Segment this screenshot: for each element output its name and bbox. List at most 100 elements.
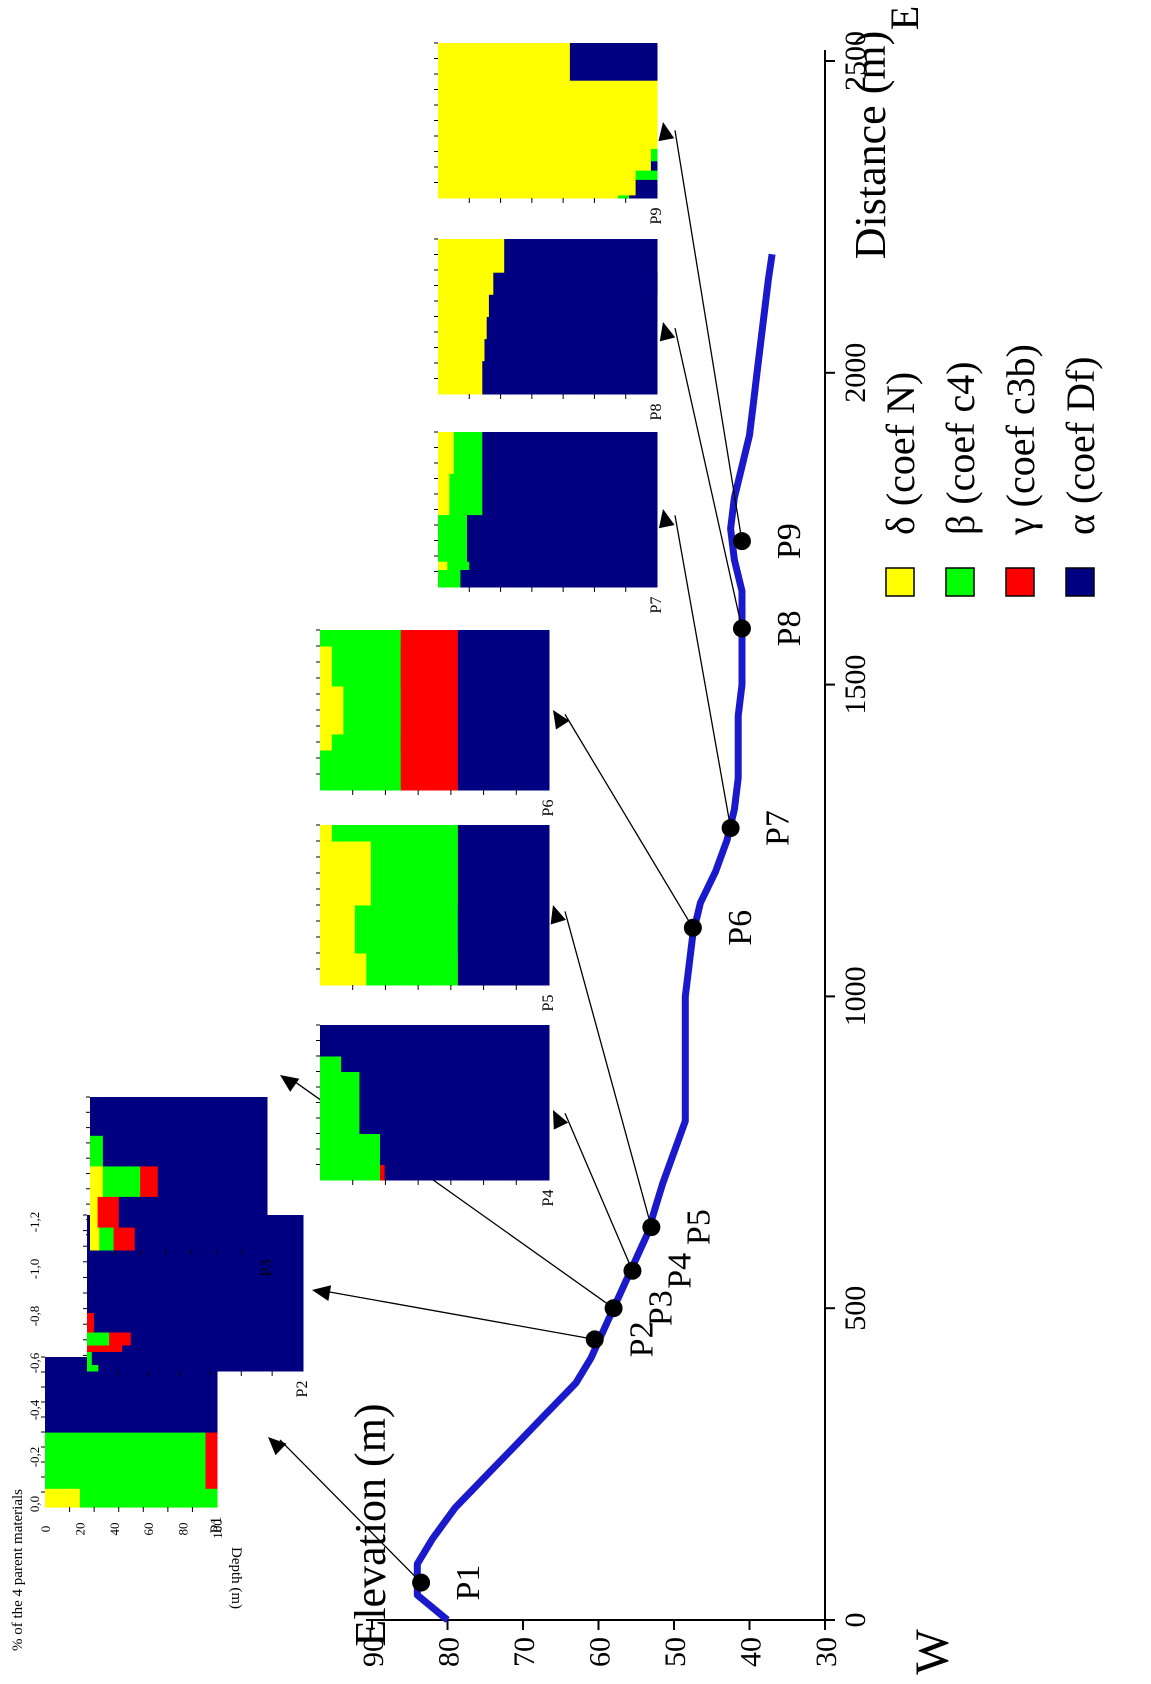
profile-layer-segment [457,630,550,647]
p1-percent-tick-label: 40 [107,1523,122,1536]
profile-layer-segment [134,1227,268,1251]
distance-tick-label: 1500 [839,655,872,715]
legend-label: γ (coef c3b) [998,344,1043,536]
legend-swatch [945,567,975,597]
profile-box-label: P1 [208,1517,225,1534]
elevation-tick-label: 40 [735,1637,768,1667]
profile-layer-segment [320,750,401,791]
profile-arrowhead [312,1285,332,1301]
profile-layer-segment [438,360,483,395]
profile-box-label: P6 [540,800,557,817]
profile-layer-segment [484,338,658,362]
profile-point-label: P2 [624,1321,661,1357]
profile-point-label: P8 [771,611,808,647]
soil-profile-p9: P9 [434,42,665,224]
p1-percent-tick-label: 20 [72,1523,87,1536]
distance-tick-label: 2000 [839,343,872,403]
profile-layer-segment [320,734,332,751]
profile-point-label: P7 [760,810,797,846]
profile-box-label: P7 [648,597,665,614]
profile-layer-segment [488,294,658,317]
profile-layer-segment [91,1351,304,1365]
elevation-tick-label: 60 [584,1637,617,1667]
profile-layer-segment [45,1432,206,1489]
profile-box-label: P3 [258,1260,275,1277]
profile-layer-segment [87,1364,99,1372]
profile-point-label: P1 [450,1565,487,1601]
x-axis-title: Distance (m) [846,31,895,259]
profile-box-label: P2 [294,1381,311,1398]
profile-arrowhead [268,1437,287,1456]
soil-profile-p1: P1 [41,1356,225,1534]
profile-layer-segment [635,179,658,196]
profile-point-label: P4 [661,1253,698,1289]
soil-profile-p8: P8 [434,238,665,420]
profile-layer-segment [492,272,658,295]
profile-point-marker [623,1261,642,1280]
profile-arrowhead [553,710,570,730]
profile-layer-segment [650,160,658,171]
profile-layer-segment [457,825,550,842]
profile-connector-line [674,515,732,829]
profile-layer-segment [400,630,458,647]
profile-layer-segment [438,170,636,180]
elevation-tick-label: 80 [433,1637,466,1667]
legend-label: α (coef Df) [1058,356,1103,535]
p1-percent-tick-label: 60 [141,1523,156,1536]
legend: δ (coef N) β (coef c4) γ (coef c3b) α (coef… [878,344,1103,597]
profile-layer-segment [438,514,467,562]
profile-layer-segment [331,825,458,842]
profile-layer-segment [453,432,483,474]
profile-layer-segment [379,1133,550,1165]
profile-layer-segment [628,194,658,199]
profile-point-marker [721,819,740,838]
profile-layer-segment [90,1227,100,1251]
profile-layer-segment [400,734,458,751]
p1-depth-tick-label: -1,2 [27,1212,42,1233]
profile-layer-segment [331,646,401,687]
profile-arrowhead [658,122,675,142]
profile-box-label: P5 [540,995,557,1012]
profile-layer-segment [438,179,636,196]
profile-layer-segment [90,1165,103,1197]
distance-tick-label: 500 [839,1286,872,1331]
profile-point-marker [585,1330,604,1349]
profile-layer-segment [320,1071,360,1134]
p1-percent-tick-label: 80 [176,1523,191,1536]
profile-layer-segment [438,160,651,171]
profile-layer-segment [157,1165,268,1197]
elevation-line [413,253,776,1623]
profile-layer-segment [365,953,458,986]
profile-layer-segment [45,1488,80,1508]
profile-layer-segment [320,953,367,986]
profile-layer-segment [205,1432,218,1489]
profile-layer-segment [87,1312,94,1333]
legend-label: β (coef c4) [938,361,983,535]
p1-depth-axis-title: Depth (m) [228,1547,244,1609]
profile-arrowhead [280,1075,300,1092]
profile-layer-segment [569,43,658,81]
profile-layer-segment [400,750,458,791]
profile-layer-segment [320,1056,342,1072]
profile-layer-segment [320,1025,550,1057]
profile-layer-segment [93,1312,304,1333]
elevation-tick-label: 70 [508,1637,541,1667]
profile-layer-segment [379,1164,385,1181]
profile-layer-segment [459,569,658,576]
soil-profile-p7: P7 [434,431,665,614]
profile-layer-segment [457,686,550,735]
profile-layer-segment [448,473,483,516]
profile-layer-segment [87,1351,92,1365]
profile-layer-segment [438,148,651,162]
profile-layer-segment [438,338,485,362]
profile-layer-segment [438,239,505,273]
profile-layer-segment [438,569,461,576]
profile-layer-segment [486,316,658,340]
profile-layer-segment [466,514,658,562]
profile-connector-line [323,1290,595,1341]
profile-layer-segment [320,1133,380,1165]
profile-layer-segment [130,1332,304,1346]
profile-layer-segment [354,905,458,954]
profile-layer-segment [102,1165,141,1197]
